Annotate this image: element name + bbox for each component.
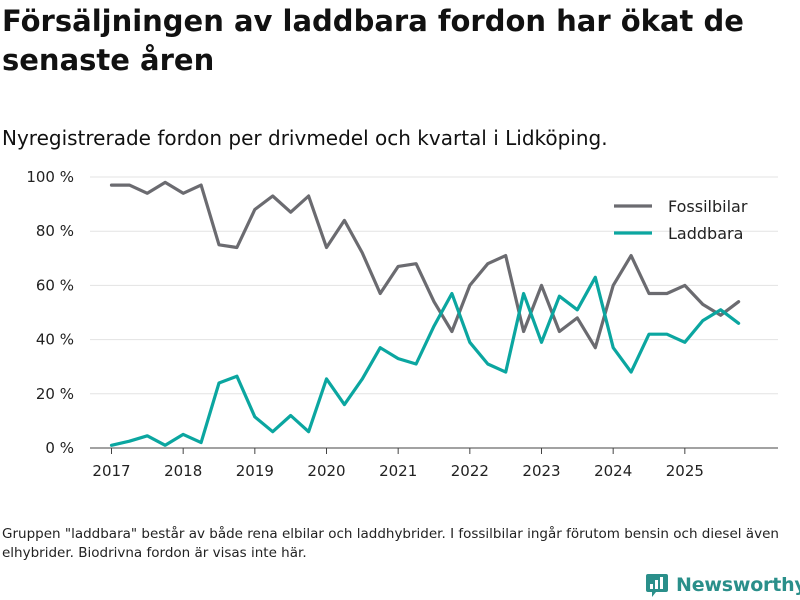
x-tick-label: 2021: [379, 462, 417, 480]
y-tick-label: 60 %: [36, 276, 74, 294]
legend: Fossilbilar Laddbara: [614, 197, 748, 243]
x-tick-label: 2025: [666, 462, 704, 480]
x-tick-label: 2019: [236, 462, 274, 480]
x-tick-label: 2022: [451, 462, 489, 480]
series-line-fossilbilar: [109, 180, 741, 350]
y-tick-label: 100 %: [26, 168, 74, 186]
x-tick-label: 2024: [594, 462, 632, 480]
brand-logo: Newsworthy: [644, 570, 800, 600]
y-tick-label: 40 %: [36, 331, 74, 349]
legend-label-laddbara: Laddbara: [668, 224, 743, 243]
series-layer: [109, 180, 741, 447]
x-tick-label: 2020: [307, 462, 345, 480]
series-line-laddbara: [109, 275, 741, 447]
x-tick-label: 2023: [522, 462, 560, 480]
footnote: Gruppen "laddbara" består av både rena e…: [2, 526, 779, 561]
x-tick-label: 2017: [92, 462, 130, 480]
y-tick-label: 0 %: [45, 439, 74, 457]
newsworthy-logo-icon: [646, 574, 668, 597]
line-chart: 0 % 20 % 40 % 60 % 80 % 100 % 2017 2018 2019 2020…: [26, 168, 778, 480]
x-tick-label: 2018: [164, 462, 202, 480]
y-tick-label: 20 %: [36, 385, 74, 403]
axis-layer: 0 % 20 % 40 % 60 % 80 % 100 % 2017 2018 2019 2020…: [26, 168, 778, 480]
chart-subtitle: Nyregistrerade fordon per drivmedel och …: [2, 126, 608, 150]
brand-name: Newsworthy: [676, 574, 800, 596]
chart-title: Försäljningen av laddbara fordon har öka…: [2, 4, 744, 77]
y-tick-label: 80 %: [36, 222, 74, 240]
legend-label-fossilbilar: Fossilbilar: [668, 197, 748, 216]
grid-layer: [90, 176, 778, 449]
